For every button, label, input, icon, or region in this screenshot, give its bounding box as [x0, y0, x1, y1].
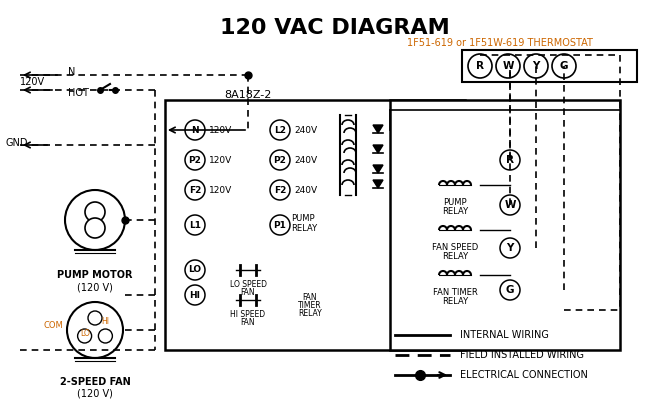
Polygon shape	[373, 145, 383, 153]
Text: R: R	[476, 61, 484, 71]
Circle shape	[552, 54, 576, 78]
Text: HI SPEED: HI SPEED	[230, 310, 265, 319]
Text: FAN SPEED: FAN SPEED	[432, 243, 478, 252]
Text: 240V: 240V	[294, 186, 317, 194]
Text: FAN TIMER: FAN TIMER	[433, 288, 477, 297]
Text: LO: LO	[188, 266, 202, 274]
Text: L1: L1	[189, 220, 201, 230]
Text: HI: HI	[101, 318, 109, 326]
Circle shape	[496, 54, 520, 78]
Text: R: R	[506, 155, 514, 165]
Circle shape	[185, 120, 205, 140]
Text: 240V: 240V	[294, 126, 317, 134]
Text: W: W	[505, 200, 516, 210]
Text: INTERNAL WIRING: INTERNAL WIRING	[460, 330, 549, 340]
Circle shape	[270, 215, 290, 235]
Text: G: G	[559, 61, 568, 71]
Text: G: G	[506, 285, 515, 295]
Text: PUMP MOTOR: PUMP MOTOR	[57, 270, 133, 280]
Circle shape	[67, 302, 123, 358]
FancyBboxPatch shape	[390, 100, 620, 350]
Text: 8A18Z-2: 8A18Z-2	[224, 90, 272, 100]
Text: P1: P1	[273, 220, 287, 230]
Text: N: N	[191, 126, 199, 134]
Circle shape	[85, 218, 105, 238]
Circle shape	[524, 54, 548, 78]
Text: PUMP: PUMP	[291, 214, 315, 222]
Text: P2: P2	[188, 155, 202, 165]
Text: RELAY: RELAY	[442, 207, 468, 216]
Text: HOT: HOT	[68, 88, 89, 98]
Text: F2: F2	[274, 186, 286, 194]
Text: HI: HI	[190, 290, 200, 300]
Text: P2: P2	[273, 155, 287, 165]
Text: 120 VAC DIAGRAM: 120 VAC DIAGRAM	[220, 18, 450, 38]
Circle shape	[98, 329, 113, 343]
Text: 2-SPEED FAN: 2-SPEED FAN	[60, 377, 131, 387]
Text: FAN: FAN	[241, 288, 255, 297]
Text: F2: F2	[189, 186, 201, 194]
Circle shape	[185, 215, 205, 235]
Text: ELECTRICAL CONNECTION: ELECTRICAL CONNECTION	[460, 370, 588, 380]
Circle shape	[270, 120, 290, 140]
FancyBboxPatch shape	[462, 50, 637, 82]
Text: RELAY: RELAY	[298, 309, 322, 318]
Text: RELAY: RELAY	[442, 297, 468, 306]
Text: L2: L2	[274, 126, 286, 134]
Circle shape	[185, 150, 205, 170]
Text: N: N	[68, 67, 75, 77]
Circle shape	[88, 311, 102, 325]
Text: W: W	[502, 61, 514, 71]
Text: FAN: FAN	[241, 318, 255, 327]
Text: PUMP: PUMP	[443, 198, 467, 207]
Polygon shape	[373, 180, 383, 188]
Text: GND: GND	[5, 138, 27, 148]
Polygon shape	[373, 165, 383, 173]
Circle shape	[500, 280, 520, 300]
Circle shape	[78, 329, 92, 343]
Circle shape	[85, 202, 105, 222]
Text: TIMER: TIMER	[298, 301, 322, 310]
Circle shape	[270, 150, 290, 170]
Text: Y: Y	[532, 61, 540, 71]
Text: RELAY: RELAY	[291, 223, 317, 233]
Text: LO: LO	[80, 329, 90, 339]
Circle shape	[185, 260, 205, 280]
Text: (120 V): (120 V)	[77, 282, 113, 292]
Text: 120V: 120V	[209, 186, 232, 194]
Circle shape	[500, 238, 520, 258]
Text: 240V: 240V	[294, 155, 317, 165]
Text: COM: COM	[44, 321, 63, 329]
Text: 1F51-619 or 1F51W-619 THERMOSTAT: 1F51-619 or 1F51W-619 THERMOSTAT	[407, 38, 593, 48]
Text: FAN: FAN	[303, 293, 318, 302]
Text: 120V: 120V	[209, 155, 232, 165]
Text: 120V: 120V	[20, 77, 45, 87]
Text: FIELD INSTALLED WIRING: FIELD INSTALLED WIRING	[460, 350, 584, 360]
Circle shape	[65, 190, 125, 250]
Text: RELAY: RELAY	[442, 252, 468, 261]
FancyBboxPatch shape	[165, 100, 465, 350]
Circle shape	[500, 150, 520, 170]
Text: (120 V): (120 V)	[77, 389, 113, 399]
Text: 120V: 120V	[209, 126, 232, 134]
Circle shape	[468, 54, 492, 78]
Polygon shape	[373, 125, 383, 133]
Text: LO SPEED: LO SPEED	[230, 280, 267, 289]
Text: Y: Y	[507, 243, 514, 253]
Circle shape	[500, 195, 520, 215]
Circle shape	[270, 180, 290, 200]
Circle shape	[185, 285, 205, 305]
Circle shape	[185, 180, 205, 200]
